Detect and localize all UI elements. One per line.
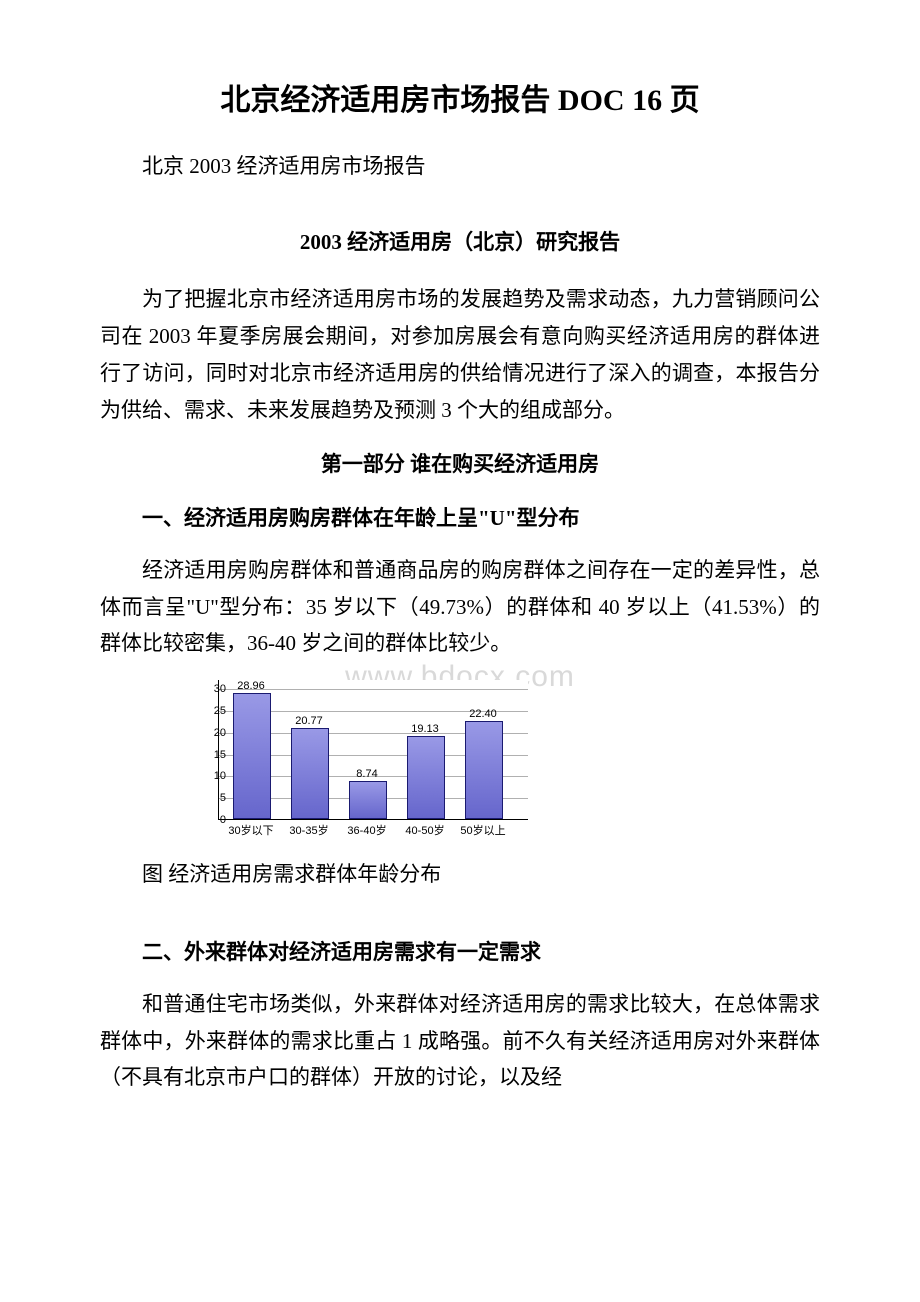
part-heading: 第一部分 谁在购买经济适用房 [100, 446, 820, 484]
chart-y-tick: 25 [214, 705, 226, 717]
chart-gridline [219, 689, 528, 690]
chart-y-tick: 0 [220, 814, 226, 826]
document-title: 北京经济适用房市场报告 DOC 16 页 [100, 80, 820, 122]
chart-x-tick: 30岁以下 [228, 822, 273, 838]
chart-bar [407, 736, 445, 820]
chart-bar [465, 721, 503, 819]
document-subtitle: 北京 2003 经济适用房市场报告 [100, 150, 820, 184]
sub1-paragraph: 经济适用房购房群体和普通商品房的购房群体之间存在一定的差异性，总体而言呈"U"型… [100, 552, 820, 662]
chart-bar-value: 19.13 [411, 723, 439, 735]
chart-bar [291, 728, 329, 819]
chart-y-tick: 10 [214, 770, 226, 782]
sub-heading-2: 二、外来群体对经济适用房需求有一定需求 [100, 934, 820, 972]
chart-x-tick: 50岁以上 [460, 822, 505, 838]
chart-y-tick: 20 [214, 727, 226, 739]
chart-x-tick: 40-50岁 [405, 822, 444, 838]
chart-bar [349, 781, 387, 819]
chart-plot-area [218, 680, 528, 820]
chart-bar-value: 8.74 [356, 768, 377, 780]
chart-bar-value: 20.77 [295, 715, 323, 727]
sub2-paragraph: 和普通住宅市场类似，外来群体对经济适用房的需求比较大，在总体需求群体中，外来群体… [100, 986, 820, 1096]
chart-y-tick: 30 [214, 683, 226, 695]
chart-x-tick: 36-40岁 [347, 822, 386, 838]
section-title: 2003 经济适用房（北京）研究报告 [100, 224, 820, 262]
chart-bar-value: 22.40 [469, 708, 497, 720]
sub-heading-1: 一、经济适用房购房群体在年龄上呈"U"型分布 [100, 500, 820, 538]
chart-y-tick: 15 [214, 749, 226, 761]
age-distribution-chart: 0 5 10 15 20 25 30 28.96 30岁以下 20.77 30-35岁 8.74 36-… [190, 680, 540, 840]
chart-container: 0 5 10 15 20 25 30 28.96 30岁以下 20.77 30-35岁 8.74 36-… [100, 680, 820, 840]
chart-x-tick: 30-35岁 [289, 822, 328, 838]
chart-y-tick: 5 [220, 792, 226, 804]
intro-paragraph: 为了把握北京市经济适用房市场的发展趋势及需求动态，九力营销顾问公司在 2003 … [100, 281, 820, 428]
chart-bar [233, 693, 271, 820]
chart-caption: 图 经济适用房需求群体年龄分布 [100, 856, 820, 894]
chart-bar-value: 28.96 [237, 680, 265, 692]
